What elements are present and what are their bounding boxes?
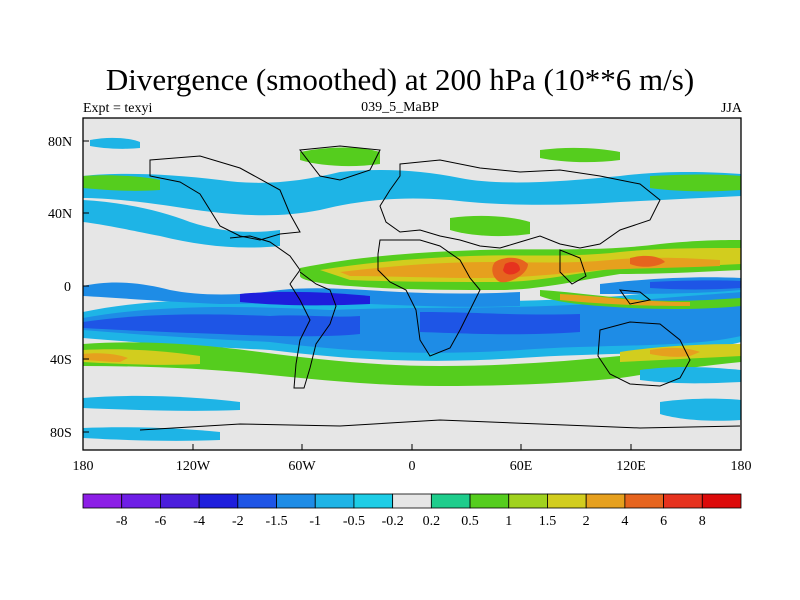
- colorbar-label: -8: [116, 514, 128, 529]
- lon-tick-180w: 180: [73, 459, 94, 474]
- colorbar-swatch: [624, 493, 664, 509]
- lat-tick-40n: 40N: [48, 207, 72, 222]
- colorbar-swatch: [508, 493, 548, 509]
- colorbar-label: 4: [621, 514, 628, 529]
- colorbar-swatch: [430, 493, 471, 509]
- colorbar-label: 1: [505, 514, 512, 529]
- colorbar-swatch: [314, 493, 355, 509]
- colorbar-swatch: [353, 493, 394, 509]
- colorbar-swatch: [82, 493, 123, 509]
- colorbar-swatch: [198, 493, 239, 509]
- colorbar-swatch: [701, 493, 742, 509]
- colorbar-swatch: [547, 493, 587, 509]
- lat-tick-80n: 80N: [48, 135, 72, 150]
- colorbar-label: 0.5: [461, 514, 479, 529]
- colorbar: [82, 493, 742, 509]
- colorbar-swatch: [663, 493, 703, 509]
- lat-axis: 80N 40N 0 40S 80S: [48, 135, 89, 441]
- colorbar-swatch: [237, 493, 277, 509]
- colorbar-label: -0.5: [343, 514, 365, 529]
- colorbar-label: -2: [232, 514, 244, 529]
- map-title: Divergence (smoothed) at 200 hPa (10**6 …: [105, 62, 695, 97]
- colorbar-label: -1: [309, 514, 321, 529]
- colorbar-swatch: [585, 493, 626, 509]
- lon-tick-0: 0: [409, 459, 416, 474]
- colorbar-label: 1.5: [539, 514, 557, 529]
- colorbar-label: 2: [583, 514, 590, 529]
- lon-tick-60e: 60E: [510, 459, 533, 474]
- lat-tick-80s: 80S: [50, 426, 72, 441]
- colorbar-label: -0.2: [382, 514, 404, 529]
- case-label: 039_5_MaBP: [361, 100, 439, 115]
- colorbar-label: 8: [699, 514, 706, 529]
- lon-axis: 180 120W 60W 0 60E 120E 180: [73, 444, 752, 474]
- divergence-field: [83, 118, 741, 450]
- lon-tick-60w: 60W: [288, 459, 316, 474]
- colorbar-swatch: [392, 493, 432, 509]
- lon-tick-180e: 180: [731, 459, 752, 474]
- colorbar-swatch: [276, 493, 316, 509]
- colorbar-label: -4: [193, 514, 205, 529]
- colorbar-swatch: [121, 493, 161, 509]
- colorbar-swatch: [160, 493, 200, 509]
- colorbar-swatch: [469, 493, 510, 509]
- lat-tick-0: 0: [64, 280, 71, 295]
- experiment-label: Expt = texyi: [83, 101, 153, 116]
- colorbar-label: 0.2: [423, 514, 441, 529]
- colorbar-label: -1.5: [265, 514, 287, 529]
- coastlines: [139, 145, 741, 431]
- lat-tick-40s: 40S: [50, 353, 72, 368]
- colorbar-label: 6: [660, 514, 667, 529]
- lon-tick-120w: 120W: [176, 459, 211, 474]
- lon-tick-120e: 120E: [616, 459, 646, 474]
- colorbar-labels: -8 -6 -4 -2 -1.5 -1 -0.5 -0.2 0.2 0.5 1 1.5 2 4 6 8: [116, 514, 706, 529]
- season-label: JJA: [720, 101, 742, 116]
- colorbar-label: -6: [155, 514, 167, 529]
